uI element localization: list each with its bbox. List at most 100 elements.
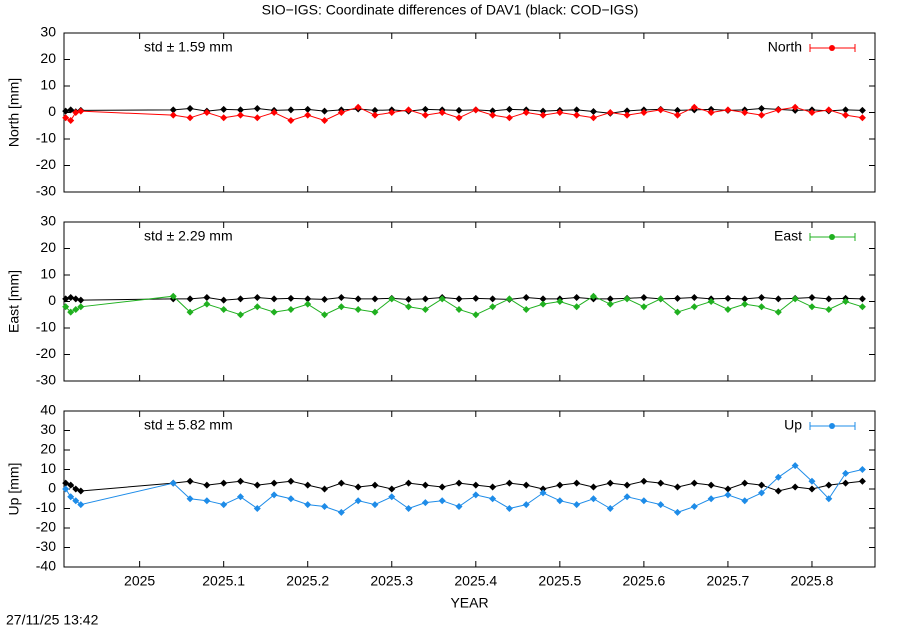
data-point [758, 481, 766, 489]
data-point [472, 311, 480, 319]
legend-marker [829, 423, 835, 429]
y-tick-label: 10 [40, 266, 56, 282]
data-point [270, 491, 278, 499]
data-point [674, 308, 682, 316]
data-point [354, 483, 362, 491]
data-point [724, 106, 732, 114]
data-point [741, 479, 749, 487]
x-axis-label: YEAR [450, 595, 488, 611]
data-point [270, 109, 278, 116]
y-tick-label: 40 [40, 402, 56, 418]
data-point [573, 111, 581, 119]
std-annotation: std ± 5.82 mm [144, 417, 233, 433]
data-point [623, 295, 631, 303]
data-point [640, 497, 648, 505]
data-point [522, 481, 530, 489]
data-point [62, 114, 70, 122]
data-point [220, 114, 228, 122]
data-point [354, 497, 362, 505]
data-point [203, 294, 211, 302]
data-point [337, 303, 345, 311]
data-point [842, 111, 850, 119]
data-point [169, 479, 177, 487]
std-annotation: std ± 2.29 mm [144, 228, 233, 244]
data-point [253, 303, 261, 311]
data-point [62, 303, 70, 311]
y-tick-label: 0 [48, 103, 56, 119]
data-point [169, 111, 177, 119]
data-point [640, 477, 648, 485]
data-point [438, 109, 446, 116]
data-point [405, 479, 413, 487]
legend-marker [829, 234, 835, 240]
series-line [65, 106, 863, 122]
data-point [791, 295, 799, 303]
data-point [741, 300, 749, 308]
data-point [253, 505, 261, 512]
x-tick-label: 2025.1 [202, 573, 245, 589]
data-point [589, 107, 597, 115]
data-point [758, 294, 766, 302]
data-point [573, 294, 581, 302]
plot-frame [63, 410, 876, 568]
data-point [707, 298, 715, 305]
data-point [405, 106, 413, 114]
data-point [842, 106, 850, 114]
data-point [455, 114, 463, 122]
data-point [388, 109, 396, 116]
data-point [304, 501, 312, 509]
data-point [72, 109, 80, 116]
data-point [573, 106, 581, 114]
data-point [774, 106, 782, 114]
chart-title: SIO−IGS: Coordinate differences of DAV1 … [262, 2, 639, 18]
y-tick-label: -30 [36, 538, 56, 554]
x-tick-label: 2025.7 [707, 573, 750, 589]
data-point [186, 477, 194, 485]
data-point [472, 294, 480, 302]
y-tick-label: 20 [40, 50, 56, 66]
series-line [65, 464, 863, 513]
y-tick-label: -40 [36, 558, 56, 574]
data-point [674, 294, 682, 302]
data-point [220, 479, 228, 487]
data-point [421, 481, 429, 489]
x-tick-label: 2025.3 [370, 573, 413, 589]
data-point [539, 295, 547, 303]
data-point [321, 503, 329, 511]
data-point [220, 305, 228, 313]
data-point [270, 308, 278, 316]
data-point [253, 481, 261, 489]
data-point [489, 295, 497, 303]
data-point [62, 107, 70, 115]
data-point [438, 295, 446, 303]
data-point [321, 295, 329, 303]
data-point [573, 479, 581, 487]
data-point [354, 103, 362, 111]
y-tick-label: 0 [48, 292, 56, 308]
data-point [741, 497, 749, 505]
data-point [589, 483, 597, 491]
data-point [690, 303, 698, 311]
data-point [489, 107, 497, 115]
data-point [388, 485, 396, 493]
data-point [455, 503, 463, 511]
data-point [825, 495, 833, 503]
data-point [489, 303, 497, 311]
data-point [236, 111, 244, 119]
legend-label: Up [784, 417, 802, 433]
data-point [623, 107, 631, 115]
data-point [808, 303, 816, 311]
data-point [505, 114, 513, 122]
data-point [657, 501, 665, 509]
data-point [825, 305, 833, 313]
y-tick-label: 0 [48, 480, 56, 496]
data-point [825, 295, 833, 303]
data-point [77, 501, 85, 509]
data-point [657, 479, 665, 487]
data-point [270, 295, 278, 303]
data-point [858, 295, 866, 303]
data-point [77, 303, 85, 311]
data-point [405, 303, 413, 311]
y-tick-label: -10 [36, 319, 56, 335]
data-point [539, 485, 547, 493]
